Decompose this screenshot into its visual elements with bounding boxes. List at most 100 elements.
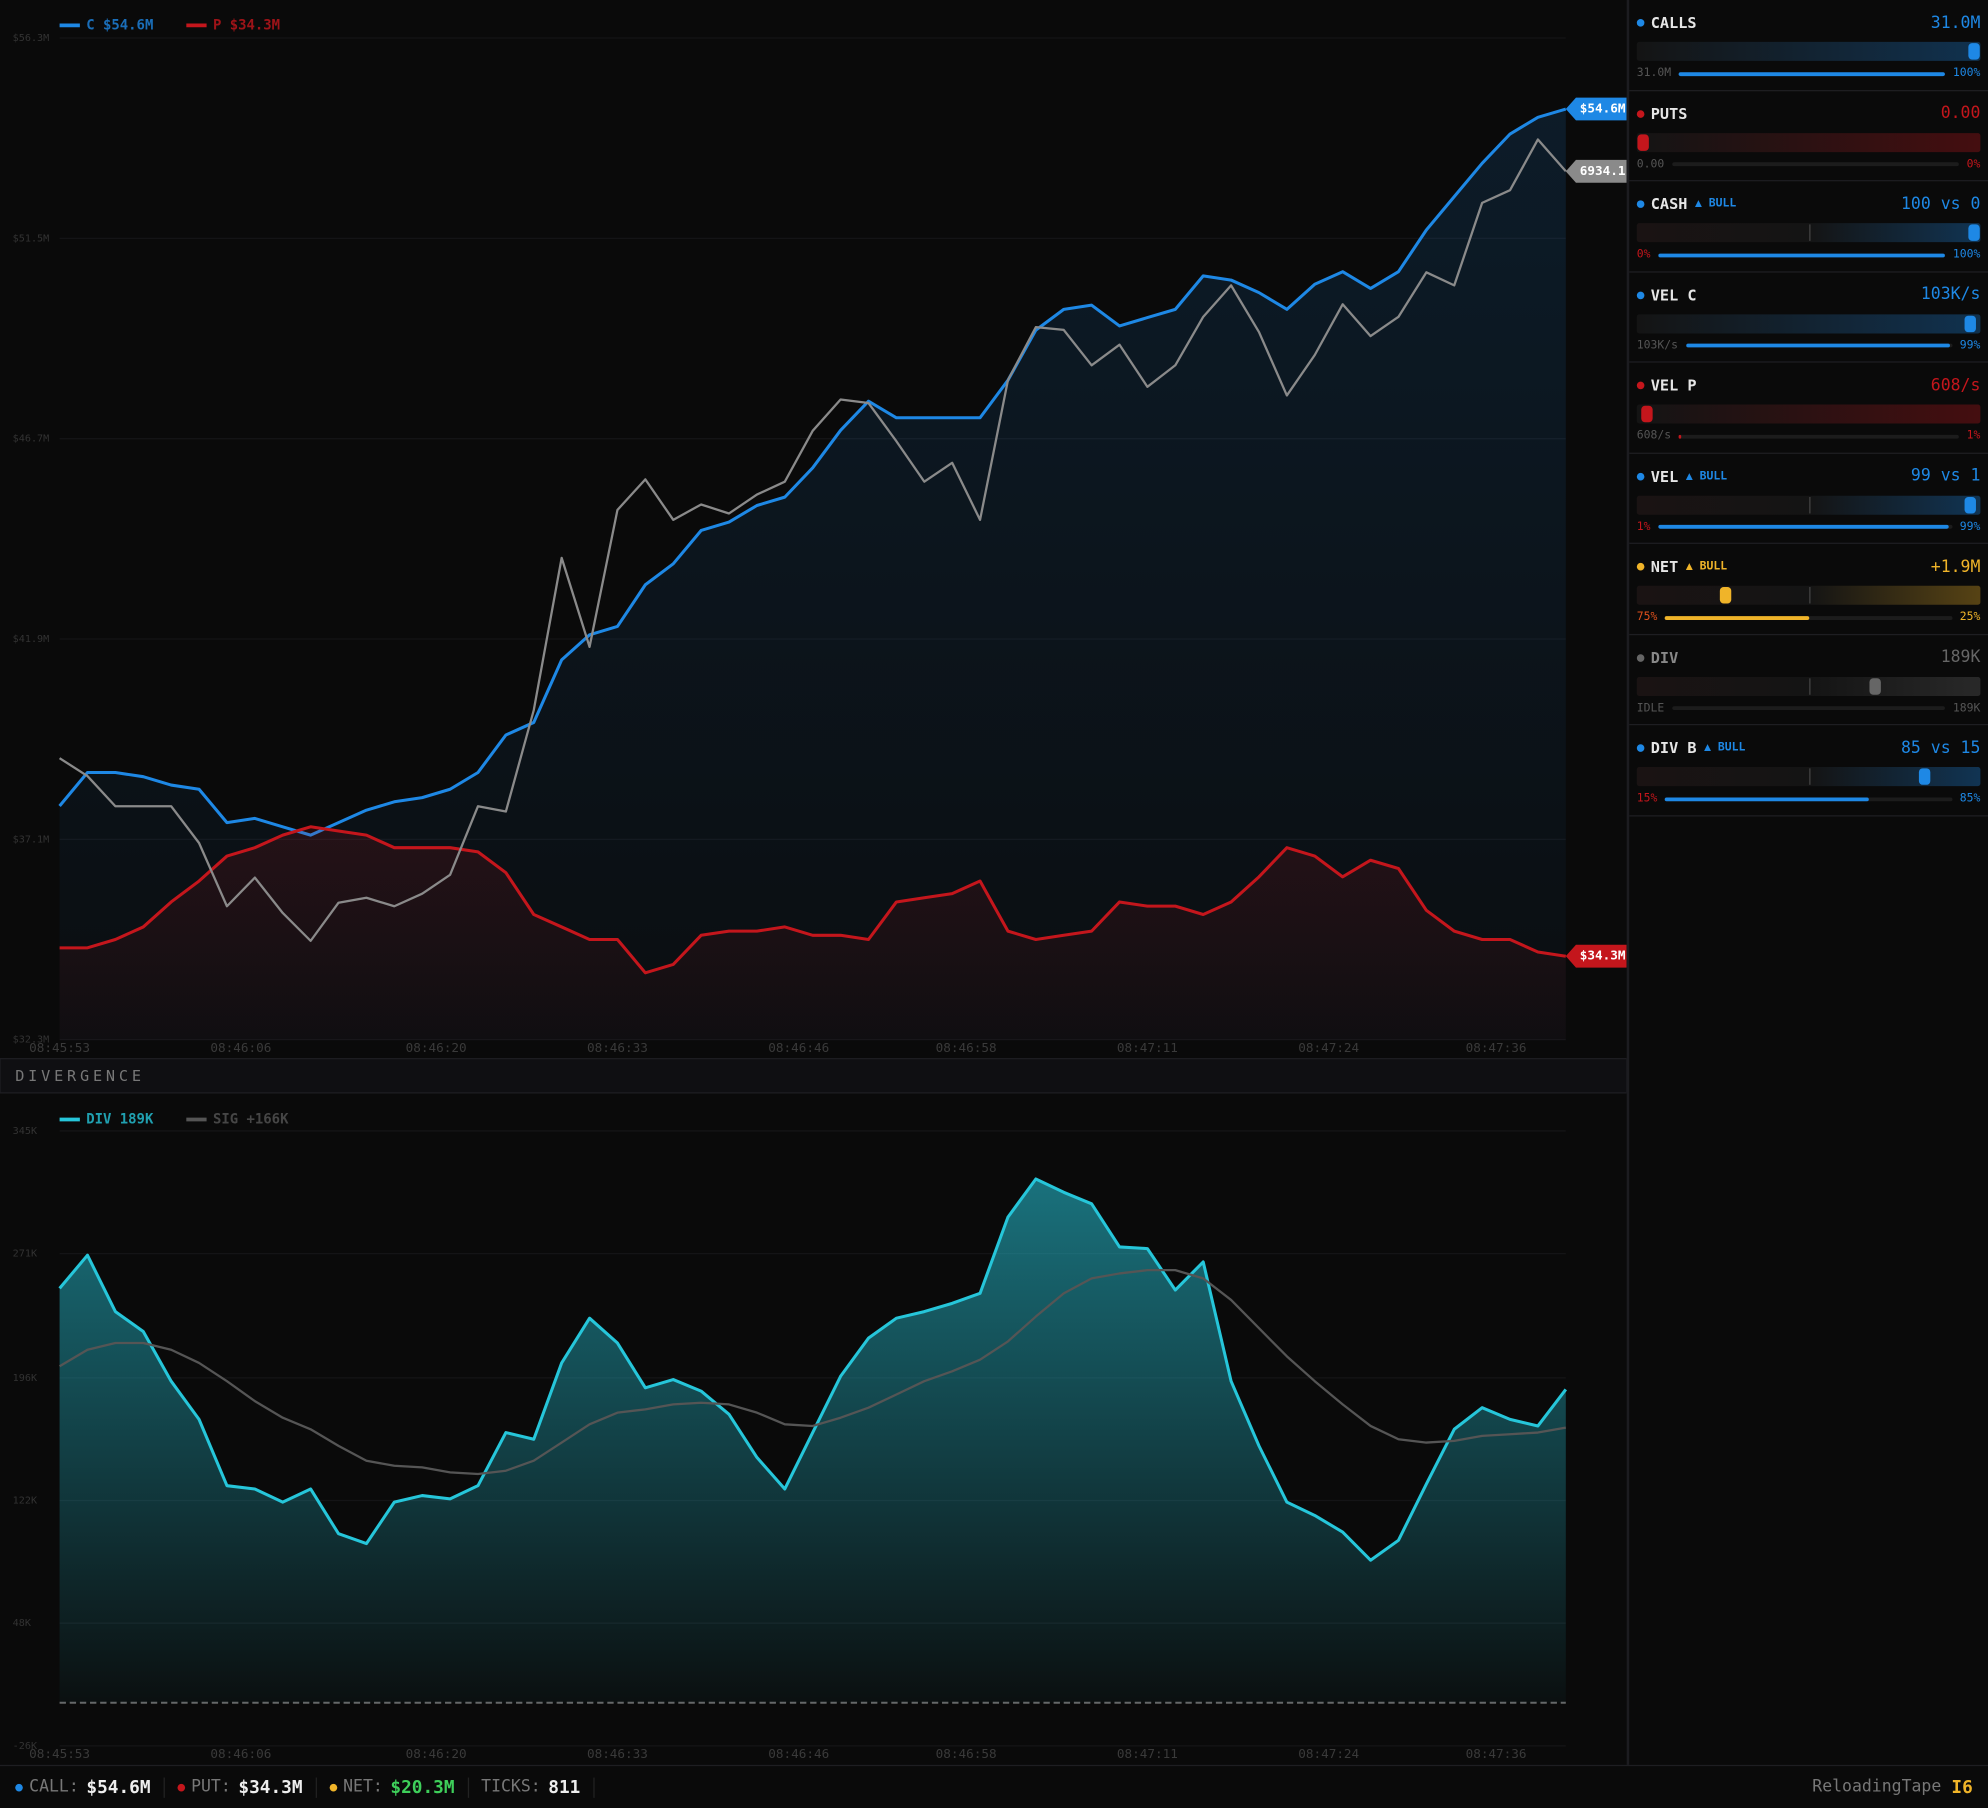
status-item: PUT: $34.3M xyxy=(177,1776,317,1798)
gauge-value: 189K xyxy=(1940,647,1981,667)
gauge-row: PUTS 0.00 0.00 0% xyxy=(1629,91,1988,182)
x-tick-label: 08:46:33 xyxy=(587,1040,648,1055)
progress-track xyxy=(1658,252,1946,257)
gauge-low: 1% xyxy=(1636,520,1651,534)
status-label: CALL: xyxy=(29,1777,79,1797)
gauge-header: VEL ▲ BULL 99 vs 1 xyxy=(1636,463,1981,488)
gauge-value: 103K/s xyxy=(1920,285,1981,305)
x-tick-label: 08:47:24 xyxy=(1298,1746,1359,1761)
gauge-center xyxy=(1808,587,1810,604)
y-tick-label: 122K xyxy=(13,1496,38,1507)
legend-label: DIV 189K xyxy=(86,1112,154,1128)
x-tick-label: 08:46:46 xyxy=(768,1746,829,1761)
gauge-value: 85 vs 15 xyxy=(1900,738,1981,758)
progress-track xyxy=(1685,343,1953,348)
gauge-high: 25% xyxy=(1959,611,1981,624)
x-tick-label: 08:46:58 xyxy=(936,1040,997,1055)
gauge-label: NET xyxy=(1650,557,1679,576)
gauge-header: VEL C 103K/s xyxy=(1636,282,1981,307)
gauge-label: CASH xyxy=(1650,195,1688,214)
progress-track xyxy=(1678,71,1946,76)
end-tag-label: 6934.1 xyxy=(1580,163,1626,178)
y-tick-label: $56.3M xyxy=(13,33,50,44)
charts: $56.3M$51.5M$46.7M$41.9M$37.1M$32.3M08:4… xyxy=(0,17,1627,1761)
gauge-high: 99% xyxy=(1959,339,1981,352)
gauge-high: 100% xyxy=(1952,67,1981,80)
y-tick-label: 48K xyxy=(13,1618,32,1629)
gauge-sub: 0% 100% xyxy=(1637,246,1981,264)
gauge-value: 608/s xyxy=(1930,375,1981,395)
status-dot xyxy=(1636,290,1645,299)
gauge-low: 103K/s xyxy=(1636,339,1679,352)
x-tick-label: 08:45:53 xyxy=(29,1746,90,1761)
gauge-marker xyxy=(1869,677,1881,695)
progress-track xyxy=(1671,162,1960,167)
status-value: $54.6M xyxy=(86,1776,151,1798)
gauge-center xyxy=(1808,496,1810,513)
progress-fill xyxy=(1658,252,1946,257)
x-tick-label: 08:46:33 xyxy=(587,1746,648,1761)
gauge-label: CALLS xyxy=(1650,13,1697,32)
gauge-marker xyxy=(1720,587,1732,604)
gauge-center xyxy=(1808,768,1810,785)
legend-label: C $54.6M xyxy=(86,17,153,33)
gauge-label: VEL xyxy=(1650,467,1679,485)
y-tick-label: $51.5M xyxy=(13,233,50,244)
gauge-low: IDLE xyxy=(1636,701,1665,715)
gauge-label: PUTS xyxy=(1650,104,1688,123)
end-tag xyxy=(1565,159,1627,183)
gauge-row: NET ▲ BULL +1.9M 75% 25% xyxy=(1629,544,1988,635)
gauge-high: 0% xyxy=(1966,157,1981,171)
series-line xyxy=(58,138,1567,943)
gauge-track xyxy=(1636,132,1981,152)
gauge-row: CALLS 31.0M 31.0M 100% xyxy=(1629,0,1988,91)
x-tick-label: 08:46:20 xyxy=(406,1040,467,1055)
status-dot xyxy=(1636,562,1645,571)
y-tick-label: 345K xyxy=(13,1126,38,1137)
gauge-marker xyxy=(1968,224,1980,241)
y-tick-label: -26K xyxy=(13,1741,38,1752)
progress-fill xyxy=(1678,434,1682,439)
status-dot xyxy=(1636,472,1645,480)
gauge-high: 99% xyxy=(1959,520,1981,534)
status-dot xyxy=(15,1783,23,1791)
gauge-low: 608/s xyxy=(1636,429,1672,443)
gauge-header: DIV B ▲ BULL 85 vs 15 xyxy=(1636,735,1981,760)
gauge-tag: ▲ BULL xyxy=(1695,197,1737,211)
gauge-row: VEL C 103K/s 103K/s 99% xyxy=(1629,272,1988,363)
progress-fill xyxy=(1665,796,1869,801)
gauge-center xyxy=(1808,677,1810,695)
end-tag xyxy=(1565,97,1627,121)
gauge-value: 100 vs 0 xyxy=(1900,194,1981,214)
gauge-tag: ▲ BULL xyxy=(1685,469,1728,483)
gauge-high: 1% xyxy=(1966,429,1981,443)
series-line xyxy=(58,1177,1568,1562)
y-tick-label: 271K xyxy=(13,1249,38,1260)
progress-track xyxy=(1658,524,1953,529)
brand: ReloadingTape xyxy=(1812,1777,1942,1797)
status-dot xyxy=(1636,653,1645,662)
gauge-value: 0.00 xyxy=(1940,103,1981,123)
gauge-sub: IDLE 189K xyxy=(1637,699,1981,717)
gauge-value: 99 vs 1 xyxy=(1910,466,1981,486)
area xyxy=(59,826,1566,1040)
gauge-tag: ▲ BULL xyxy=(1704,741,1746,755)
status-value: $34.3M xyxy=(238,1776,303,1798)
x-tick-label: 08:47:11 xyxy=(1117,1746,1178,1761)
y-tick-label: 196K xyxy=(13,1373,38,1384)
status-value: 811 xyxy=(548,1776,581,1798)
progress-fill xyxy=(1665,615,1809,620)
progress-track xyxy=(1665,615,1953,620)
status-dot xyxy=(1636,744,1645,752)
gauge-label: DIV xyxy=(1650,648,1679,667)
status-label: NET: xyxy=(343,1777,383,1797)
gauge-marker xyxy=(1968,43,1980,60)
status-item: TICKS: 811 xyxy=(481,1776,595,1798)
gauge-label: VEL C xyxy=(1650,285,1697,304)
progress-track xyxy=(1678,434,1960,439)
gauge-row: VEL P 608/s 608/s 1% xyxy=(1629,363,1988,454)
gauge-marker xyxy=(1637,133,1649,151)
status-dot xyxy=(1636,200,1645,208)
gauge-header: NET ▲ BULL +1.9M xyxy=(1636,554,1980,579)
